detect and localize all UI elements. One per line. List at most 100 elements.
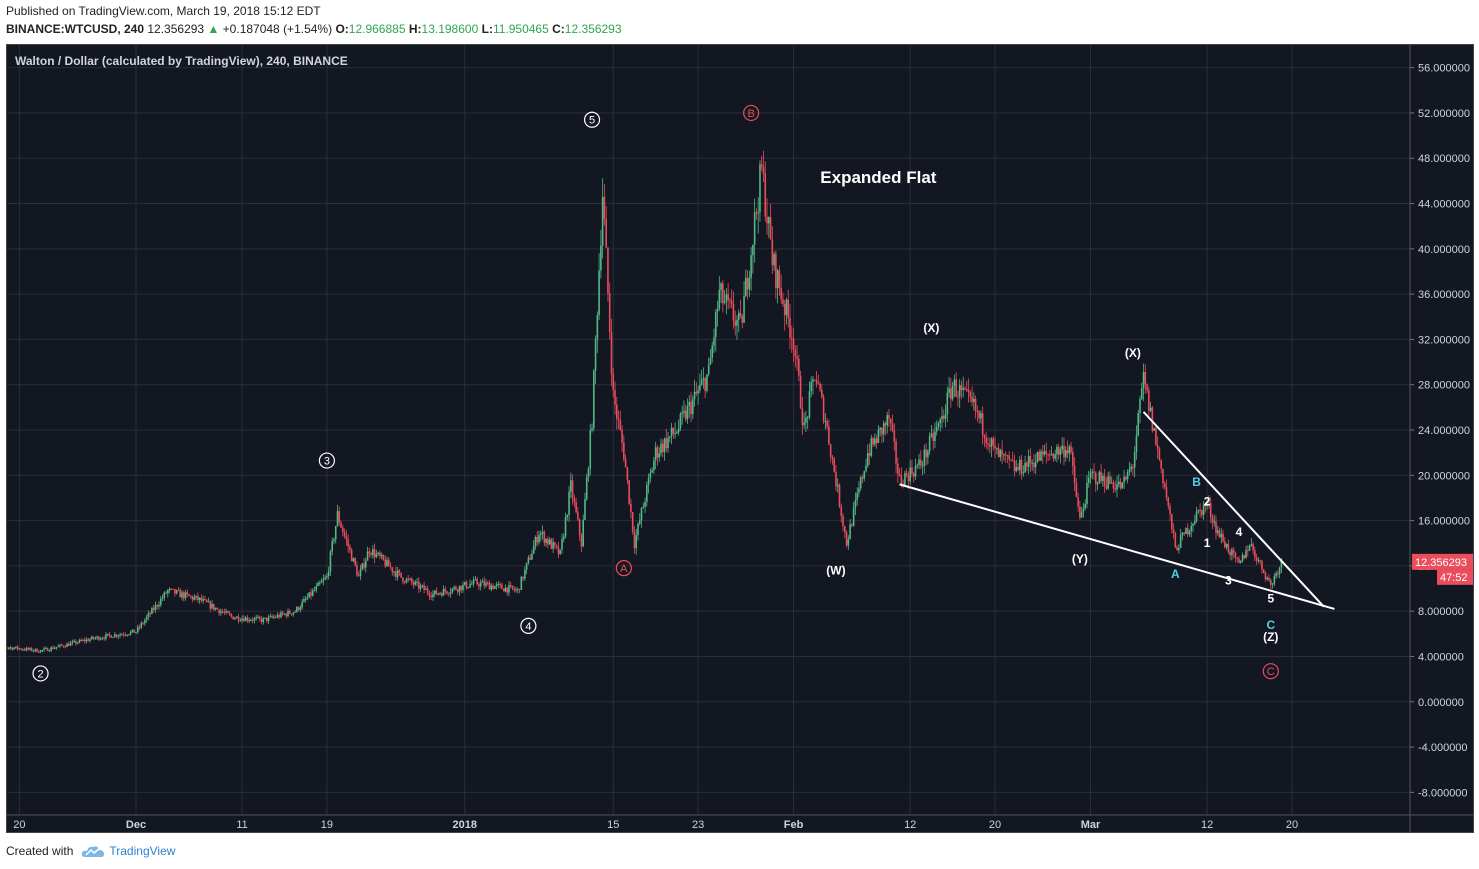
chart-legend: Walton / Dollar (calculated by TradingVi… [15,54,348,68]
candle-body [1102,475,1104,482]
candle-body [283,613,286,615]
candle-body [1185,528,1187,534]
candle-body [89,639,91,641]
candle-body [580,535,583,547]
candle-body [1006,454,1009,456]
candle-body [905,473,908,475]
candle-body [1084,504,1086,509]
candle-body [939,419,942,424]
candle-body [539,533,542,535]
y-tick-label: 0.000000 [1418,697,1464,709]
candle-body [980,413,982,419]
candle-body [649,472,652,479]
candle-body [775,253,777,289]
candle-body [384,559,387,567]
candle-body [531,553,533,560]
price-chart[interactable]: 56.00000052.00000048.00000044.00000040.0… [7,45,1473,832]
candle-body [135,631,137,633]
candle-body [456,589,459,592]
candle-body [994,444,996,449]
candle-body [1239,561,1242,563]
candle-body [798,358,800,376]
candle-body [992,438,995,445]
candle-body [110,635,113,638]
tradingview-cloud-icon [82,846,105,857]
candle-body [790,337,793,339]
chart-panel[interactable]: 56.000000 52.000000 48.000000 44.000000 40.0… [6,44,1474,833]
candle-body [722,283,724,304]
countdown-box [1437,569,1473,585]
candle-body [571,480,574,499]
candle-body [983,434,986,438]
candle-body [1238,558,1240,563]
candle-body [1231,549,1233,556]
candle-body [612,373,615,391]
candle-body [532,545,535,554]
candle-body [570,480,572,492]
candle-body [792,338,795,350]
candle-body [273,616,275,618]
candle-body [101,638,104,640]
candle-body [370,553,372,555]
candle-body [720,283,722,291]
wave-label: (Y) [1072,552,1088,566]
candle-body [1052,453,1055,459]
candle-body [444,588,447,592]
y-tick-label: -8.000000 [1418,787,1468,799]
candle-body [1043,451,1046,455]
candle-body [679,414,682,429]
candle-body [663,438,666,453]
candle-body [119,634,121,636]
y-tick-label: 24.000000 [1418,425,1470,437]
candle-body [91,636,93,640]
candle-body [294,611,296,613]
candle-body [349,546,351,550]
candle-body [1024,462,1026,473]
candle-body [513,588,516,591]
candle-body [621,429,623,443]
candle-body [1202,504,1205,515]
candle-body [631,512,634,532]
candle-body [142,623,144,625]
candle-body [934,431,936,442]
y-tick-label: 56.000000 [1418,63,1470,75]
candle-body [730,300,733,304]
candle-body [340,522,342,528]
candle-body [723,301,726,304]
candle-body [1110,482,1113,484]
candle-body [897,463,899,474]
candle-body [851,524,853,526]
candle-body [342,527,344,533]
candle-body [691,399,694,415]
candle-body [18,648,21,650]
candle-body [1215,521,1217,533]
candle-body [322,579,325,582]
tradingview-link[interactable]: TradingView [109,844,176,858]
x-tick-label: 19 [321,819,333,831]
candle-body [478,584,480,587]
candle-body [739,312,742,316]
trendline[interactable] [1142,411,1325,608]
candle-body [13,647,15,650]
candle-body [889,418,892,424]
candle-body [85,639,88,642]
candle-body [285,613,288,617]
candle-body [990,438,993,447]
candle-body [900,475,903,485]
candle-body [577,512,579,520]
candle-body [50,647,52,651]
candle-body [847,539,850,546]
candle-body [928,436,931,452]
candle-body [676,432,678,434]
y-tick-label: 32.000000 [1418,334,1470,346]
candle-body [821,389,823,397]
candle-body [359,569,362,577]
candle-body [297,607,300,610]
candle-body [154,605,157,610]
candle-body [175,590,178,594]
candle-body [564,517,567,537]
candle-body [326,576,328,578]
high-value: 13.198600 [421,22,479,36]
candle-body [121,634,123,636]
trendline[interactable] [899,483,1335,610]
